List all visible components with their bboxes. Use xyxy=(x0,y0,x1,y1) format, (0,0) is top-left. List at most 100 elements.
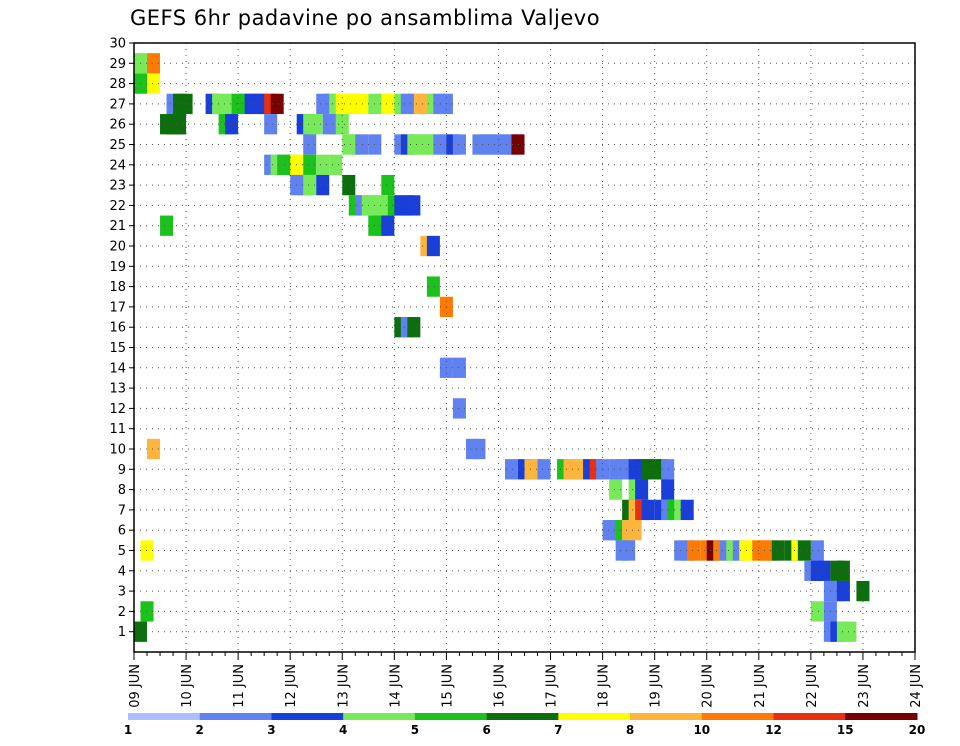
y-tick-label: 2 xyxy=(118,605,126,620)
legend-swatch xyxy=(199,713,272,720)
y-tick-label: 19 xyxy=(109,260,126,275)
heatmap-cell xyxy=(147,53,161,74)
y-tick-label: 22 xyxy=(109,199,126,214)
heatmap-cell xyxy=(303,154,317,175)
heatmap-cell xyxy=(329,154,343,175)
x-tick-label: 22 JUN xyxy=(805,664,820,708)
heatmap-cell xyxy=(452,357,466,378)
x-tick-label: 11 JUN xyxy=(232,664,247,708)
x-tick-label: 20 JUN xyxy=(701,664,716,708)
heatmap-cell xyxy=(635,479,649,500)
y-tick-label: 5 xyxy=(118,544,126,559)
y-tick-label: 12 xyxy=(109,402,126,417)
heatmap-cell xyxy=(680,499,694,521)
x-tick-label: 19 JUN xyxy=(649,664,664,708)
heatmap-cell xyxy=(316,154,330,175)
x-tick-label: 12 JUN xyxy=(284,664,299,708)
legend-label: 7 xyxy=(554,723,562,737)
heatmap-cell xyxy=(270,93,284,115)
heatmap-cell xyxy=(426,276,440,297)
legend-label: 12 xyxy=(765,723,782,737)
y-tick-label: 13 xyxy=(109,382,126,397)
heatmap-cell xyxy=(687,540,701,561)
legend-label: 6 xyxy=(482,723,490,737)
chart-title: GEFS 6hr padavine po ansamblima Valjevo xyxy=(130,6,601,30)
legend-label: 4 xyxy=(339,723,347,737)
y-tick-label: 27 xyxy=(109,97,126,112)
heatmap-cell xyxy=(843,621,857,642)
heatmap-cell xyxy=(173,114,187,135)
legend-swatch xyxy=(773,713,846,720)
heatmap-cell xyxy=(160,215,174,236)
heatmap-cell xyxy=(472,438,486,460)
heatmap-cell xyxy=(355,134,369,155)
x-tick-label: 24 JUN xyxy=(909,664,924,708)
x-tick-label: 18 JUN xyxy=(597,664,612,708)
x-tick-label: 23 JUN xyxy=(857,664,872,708)
y-tick-label: 17 xyxy=(109,300,126,315)
heatmap-cell xyxy=(335,114,349,135)
y-tick-label: 16 xyxy=(109,321,126,336)
heatmap-cell xyxy=(407,195,421,216)
y-tick-label: 7 xyxy=(118,503,126,518)
y-tick-label: 23 xyxy=(109,179,126,194)
y-tick-label: 24 xyxy=(109,158,126,173)
legend-swatch xyxy=(486,713,559,720)
heatmap-cell xyxy=(628,520,642,541)
y-tick-label: 30 xyxy=(109,37,126,52)
legend-label: 15 xyxy=(837,723,854,737)
heatmap-cell xyxy=(504,459,518,480)
y-tick-label: 8 xyxy=(118,483,126,498)
y-tick-label: 15 xyxy=(109,341,126,356)
legend-swatch xyxy=(845,713,918,720)
legend-swatch xyxy=(128,713,201,720)
heatmap-cell xyxy=(622,540,636,561)
y-tick-label: 9 xyxy=(118,463,126,478)
legend-swatch xyxy=(701,713,775,720)
legend-label: 8 xyxy=(626,723,634,737)
legend-label: 2 xyxy=(196,723,204,737)
heatmap-cell xyxy=(452,134,466,155)
heatmap-cell xyxy=(537,459,551,480)
heatmap-cell xyxy=(452,398,466,419)
x-tick-label: 09 JUN xyxy=(128,664,143,708)
heatmap-cell xyxy=(810,540,824,561)
x-tick-label: 14 JUN xyxy=(388,664,403,708)
heatmap-cell xyxy=(147,73,161,94)
y-tick-label: 10 xyxy=(109,443,126,458)
y-tick-label: 25 xyxy=(109,138,126,153)
heatmap-cell xyxy=(316,174,330,196)
y-tick-label: 21 xyxy=(109,219,126,234)
heatmap-cell xyxy=(661,479,675,500)
y-tick-label: 28 xyxy=(109,77,126,92)
heatmap-cell xyxy=(140,601,154,622)
heatmap-cell xyxy=(511,134,525,155)
y-tick-label: 29 xyxy=(109,57,126,72)
legend-label: 3 xyxy=(267,723,275,737)
y-tick-label: 20 xyxy=(109,240,126,255)
x-tick-label: 17 JUN xyxy=(545,664,560,708)
heatmap-cell xyxy=(641,499,655,521)
heatmap-cell xyxy=(661,459,675,480)
heatmap-cell xyxy=(836,580,850,602)
y-tick-label: 6 xyxy=(118,524,126,539)
x-tick-label: 15 JUN xyxy=(440,664,455,708)
legend-label: 20 xyxy=(909,723,926,737)
heatmap-cell xyxy=(797,540,811,561)
heatmap-cell xyxy=(426,235,440,257)
y-tick-label: 18 xyxy=(109,280,126,295)
x-tick-label: 16 JUN xyxy=(492,664,507,708)
y-tick-label: 4 xyxy=(118,564,126,579)
heatmap-cell xyxy=(381,174,395,196)
legend-swatch xyxy=(558,713,631,720)
legend-label: 10 xyxy=(693,723,710,737)
legend-swatch xyxy=(343,713,416,720)
y-tick-label: 26 xyxy=(109,118,126,133)
heatmap-cell xyxy=(147,438,161,460)
y-tick-label: 14 xyxy=(109,361,126,376)
heatmap-cell xyxy=(609,479,623,500)
heatmap-cell xyxy=(407,317,421,338)
legend-label: 5 xyxy=(411,723,419,737)
legend-swatch xyxy=(414,713,488,720)
